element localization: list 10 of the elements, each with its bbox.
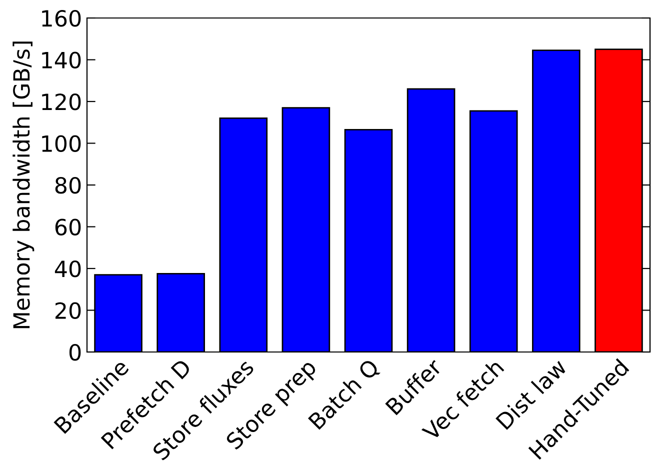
y-tick-label: 40 [54,260,81,278]
y-tick-label: 100 [42,135,81,152]
y-tick-label: 60 [55,218,81,236]
y-axis-title: Memory bandwidth [GB/s] [12,42,34,328]
y-tick-label: 20 [55,302,81,320]
y-tick-label: 140 [42,52,81,69]
y-tick-label: 120 [42,93,81,110]
y-tick-label: 80 [55,176,81,194]
y-tick-label: 160 [42,10,81,27]
y-tick-label: 0 [69,344,81,361]
